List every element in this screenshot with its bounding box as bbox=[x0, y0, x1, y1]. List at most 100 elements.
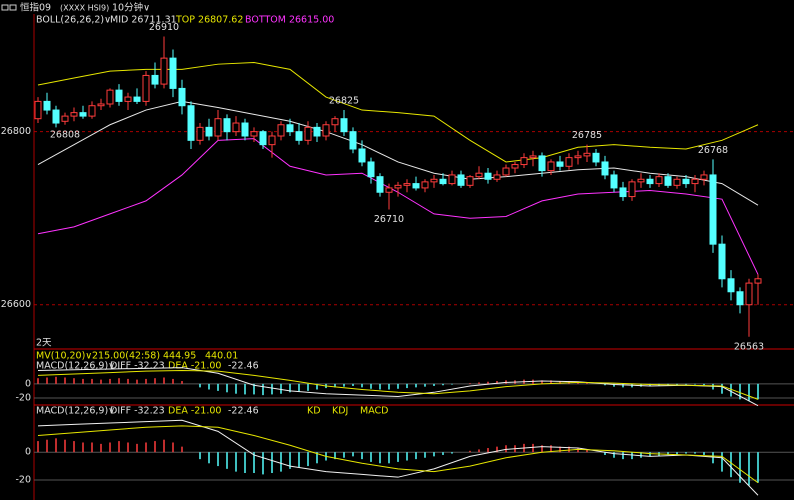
candle-body bbox=[565, 157, 573, 167]
candle-body bbox=[619, 187, 627, 198]
candle-body bbox=[106, 89, 114, 105]
legend-bottom: BOTTOM 26615.00 bbox=[245, 15, 334, 26]
tab[interactable]: KD bbox=[307, 406, 321, 417]
legend-top: TOP 26807.62 bbox=[175, 15, 243, 26]
candle-body bbox=[700, 174, 708, 180]
candle-body bbox=[97, 103, 105, 107]
candle-body bbox=[403, 183, 411, 186]
candle-body bbox=[745, 282, 753, 306]
candle-body bbox=[43, 100, 51, 111]
candle-body bbox=[691, 178, 699, 185]
indicator-line bbox=[37, 369, 759, 400]
price-annotation: 26808 bbox=[50, 129, 80, 140]
candle-body bbox=[601, 161, 609, 176]
indicator-name[interactable]: BOLL(26,26,2)∨ bbox=[36, 15, 111, 26]
y-tick-label: 26600 bbox=[1, 299, 31, 310]
candle-body bbox=[304, 126, 312, 141]
dea-legend: DEA -21.00 bbox=[168, 361, 221, 372]
candle-body bbox=[241, 122, 249, 137]
legend-mid: MID 26711.31 bbox=[110, 15, 177, 26]
price-annotation: 26825 bbox=[329, 96, 359, 107]
hist-legend: -22.46 bbox=[228, 361, 259, 372]
candle-body bbox=[736, 291, 744, 306]
tab[interactable]: MACD bbox=[360, 406, 388, 417]
candle-body bbox=[592, 152, 600, 163]
indicator-line bbox=[37, 61, 759, 163]
candle-body bbox=[754, 278, 762, 284]
candle-body bbox=[448, 174, 456, 185]
candle-body bbox=[394, 184, 402, 189]
candle-body bbox=[439, 178, 447, 185]
candle-body bbox=[232, 122, 240, 133]
candle-body bbox=[574, 155, 582, 159]
y-tick-label: 26800 bbox=[1, 126, 31, 137]
y-tick-label: 0 bbox=[25, 447, 31, 458]
period[interactable]: 10分钟∨ bbox=[112, 2, 150, 14]
indicator-line bbox=[37, 425, 759, 484]
dea-legend: DEA -21.00 bbox=[168, 406, 221, 417]
candle-body bbox=[34, 100, 42, 120]
candle-body bbox=[610, 174, 618, 189]
candle-body bbox=[529, 155, 537, 159]
candle-body bbox=[376, 176, 384, 193]
candle-body bbox=[637, 178, 645, 183]
hist-legend: -22.46 bbox=[228, 406, 259, 417]
candle-body bbox=[412, 183, 420, 189]
candle-body bbox=[205, 126, 213, 137]
tab[interactable]: KDJ bbox=[332, 406, 348, 417]
y-tick-label: -20 bbox=[15, 392, 31, 403]
candle-body bbox=[277, 124, 285, 137]
candle-body bbox=[169, 57, 177, 89]
candle-body bbox=[349, 131, 357, 150]
candle-body bbox=[70, 112, 78, 117]
candle-body bbox=[187, 105, 195, 141]
window-icon[interactable] bbox=[1, 4, 9, 11]
candle-body bbox=[367, 161, 375, 178]
mv-legend: 215.00(42:58) bbox=[92, 351, 160, 362]
candle-body bbox=[430, 178, 438, 183]
candle-body bbox=[646, 178, 654, 185]
candle-body bbox=[457, 174, 465, 186]
macd-legend[interactable]: MACD(12,26,9)∨ bbox=[36, 361, 115, 372]
diff-legend: DIFF -32.23 bbox=[110, 406, 165, 417]
candle-body bbox=[196, 126, 204, 141]
candle-body bbox=[340, 118, 348, 133]
indicator-line bbox=[37, 419, 759, 496]
candle-body bbox=[250, 131, 258, 137]
price-annotation: 26710 bbox=[374, 214, 404, 225]
candle-body bbox=[52, 109, 60, 124]
candle-body bbox=[682, 178, 690, 185]
price-annotation: 26563 bbox=[734, 341, 764, 352]
macd-legend[interactable]: MACD(12,26,9)∨ bbox=[36, 406, 115, 417]
candle-body bbox=[286, 124, 294, 133]
window-icon[interactable] bbox=[9, 4, 17, 11]
candle-body bbox=[79, 112, 87, 117]
candle-body bbox=[511, 164, 519, 169]
candle-body bbox=[88, 105, 96, 117]
mv-legend[interactable]: MV(10,20)∨ bbox=[36, 351, 92, 362]
candle-body bbox=[664, 176, 672, 186]
candle-body bbox=[628, 181, 636, 198]
candle-body bbox=[151, 74, 159, 85]
candle-body bbox=[502, 167, 510, 176]
candle-body bbox=[547, 161, 555, 172]
candle-body bbox=[556, 161, 564, 167]
candle-body bbox=[718, 243, 726, 280]
y-tick-label: -20 bbox=[15, 474, 31, 485]
price-annotation: 26768 bbox=[698, 145, 728, 156]
candle-body bbox=[484, 172, 492, 180]
symbol: 恒指09 bbox=[20, 2, 51, 14]
candle-body bbox=[673, 178, 681, 186]
price-annotation: 26910 bbox=[149, 22, 179, 33]
candle-body bbox=[655, 176, 663, 185]
candle-body bbox=[475, 172, 483, 178]
mv-legend: 440.01 bbox=[205, 351, 238, 362]
price-annotation: 26785 bbox=[572, 130, 602, 141]
candle-body bbox=[124, 96, 132, 102]
candle-body bbox=[160, 57, 168, 85]
candle-body bbox=[178, 87, 186, 107]
candle-body bbox=[133, 96, 141, 102]
